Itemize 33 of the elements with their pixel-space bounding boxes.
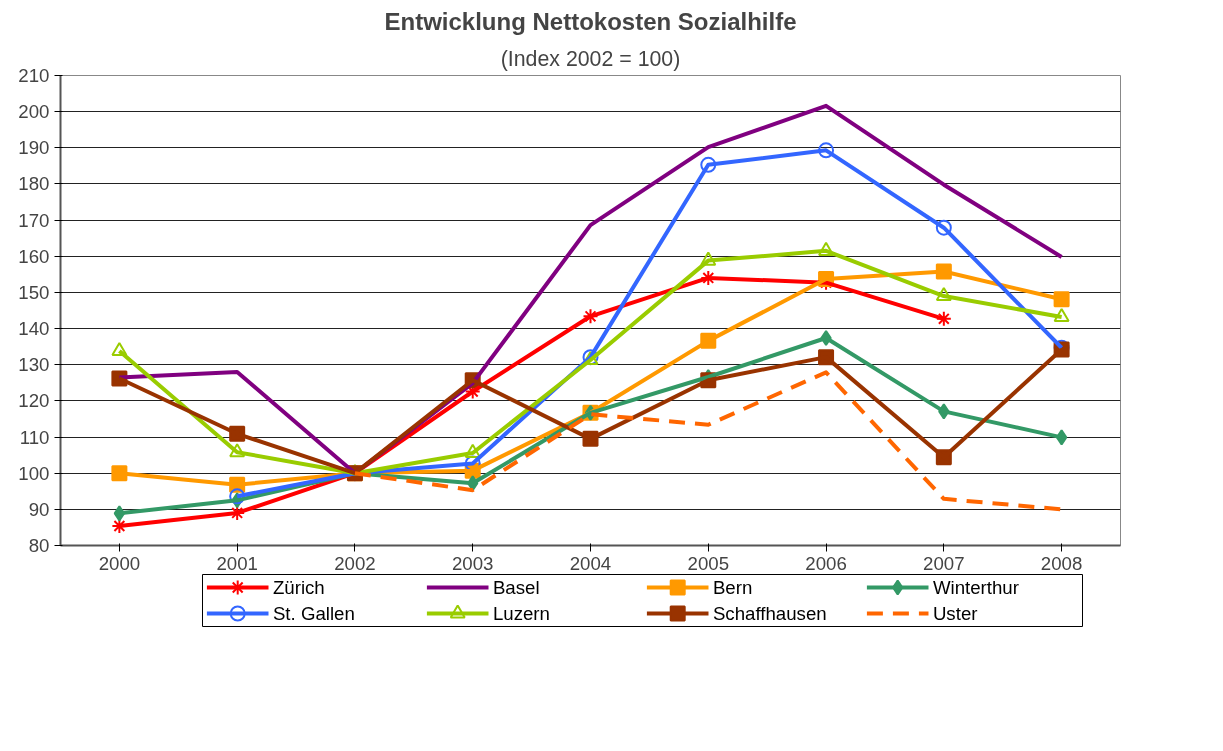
x-tick-label: 2003 (451, 552, 494, 574)
y-tick-label: 150 (18, 281, 50, 303)
x-tick-label: 2004 (569, 552, 612, 574)
legend-label: Basel (492, 577, 540, 598)
y-tick-label: 200 (18, 101, 50, 123)
x-tick-label: 2006 (805, 552, 847, 574)
legend-label: Zürich (272, 577, 325, 598)
y-tick-label: 140 (18, 318, 50, 340)
legend-label: Winterthur (932, 577, 1019, 598)
legend-label: Luzern (492, 603, 550, 624)
y-tick-label: 180 (18, 173, 50, 195)
x-tick-label: 2007 (923, 552, 965, 574)
y-tick-label: 100 (18, 462, 50, 484)
x-tick-label: 2005 (687, 552, 730, 574)
legend-label: Schaffhausen (712, 603, 827, 624)
y-tick-label: 80 (28, 535, 50, 556)
y-tick-label: 110 (19, 426, 50, 448)
legend-label: Uster (932, 603, 978, 624)
chart-subtitle: (Index 2002 = 100) (500, 46, 681, 71)
y-tick-label: 170 (18, 209, 50, 231)
x-tick-label: 2000 (98, 552, 141, 574)
legend-label: St. Gallen (272, 603, 355, 624)
chart-title: Entwicklung Nettokosten Sozialhilfe (384, 7, 797, 35)
y-tick-label: 210 (18, 65, 50, 86)
legend-label: Bern (712, 577, 753, 598)
x-tick-label: 2008 (1040, 552, 1083, 574)
x-tick-label: 2001 (216, 552, 258, 574)
y-tick-label: 130 (18, 354, 50, 376)
y-tick-label: 160 (18, 245, 50, 267)
y-tick-label: 90 (28, 498, 50, 520)
y-tick-label: 120 (18, 390, 50, 412)
x-tick-label: 2002 (334, 552, 376, 574)
y-tick-label: 190 (18, 137, 50, 159)
